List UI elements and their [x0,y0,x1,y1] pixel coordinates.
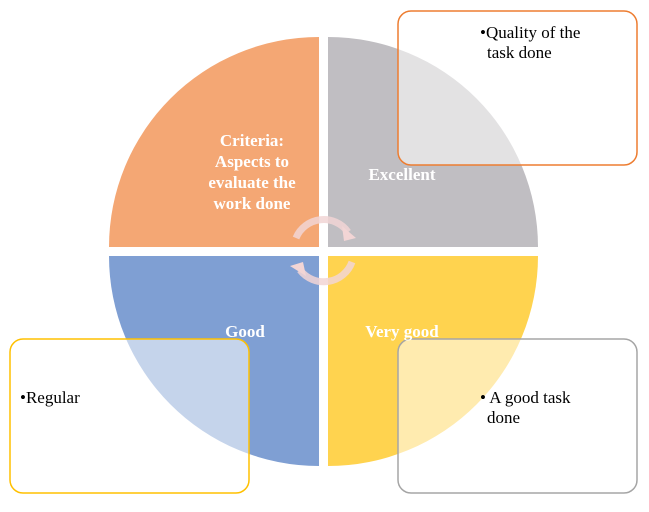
label-line: evaluate the [208,173,296,192]
labels: Criteria: Aspects to evaluate the work done… [20,23,580,427]
label-line: Good [225,322,265,341]
quadrant-label: Very good [365,322,439,341]
box-line: •Regular [20,388,80,407]
box-excellent [397,10,638,166]
box-line: • A good task [480,388,571,407]
box-very-good [397,338,638,494]
arrow-head [342,226,356,241]
box-text: •Regular [20,388,80,407]
label-line: Very good [365,322,439,341]
box-text: • A good task done [480,388,571,427]
box-line: done [487,408,520,427]
quadrant-criteria [109,37,319,247]
label-line: work done [214,194,291,213]
quadrant-label: Good [225,322,265,341]
box-text: •Quality of the task done [480,23,580,62]
quadrant-label: Criteria: Aspects to evaluate the work done [208,131,296,213]
box-line: task done [487,43,552,62]
box-good [9,338,250,494]
label-line: Aspects to [215,152,289,171]
quadrant-label: Excellent [368,165,435,184]
box-line: •Quality of the [480,23,580,42]
arrow-head [290,262,306,276]
label-line: Criteria: [220,131,284,150]
label-line: Excellent [368,165,435,184]
